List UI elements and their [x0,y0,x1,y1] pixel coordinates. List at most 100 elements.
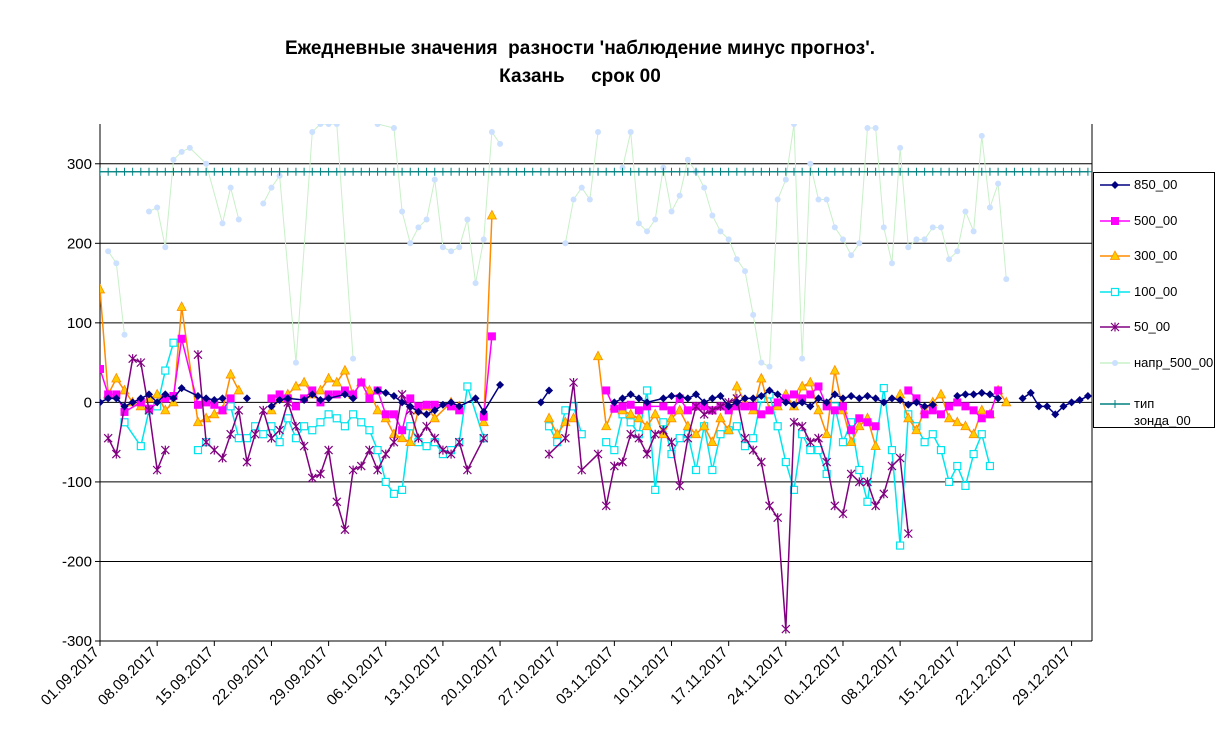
series-50-00-point [707,405,717,415]
series-50-00-point [895,453,905,463]
series--500-00-point [227,184,234,191]
series-50-00-point [903,529,913,539]
series-500-00-point [626,400,635,409]
series--500-00-point [464,216,471,223]
series-50-00-point [454,437,464,447]
series-100-00-point [626,418,635,427]
series-850-00-point [1067,398,1076,407]
legend-swatch [1100,250,1130,260]
series-850-00-point [349,394,358,403]
series-850-00-point [100,398,104,407]
y-tick-label: 100 [67,315,92,332]
x-tick-label: 03.11.2017 [553,644,617,708]
series-50-00-point [267,433,276,443]
series-100-00-point [291,434,301,443]
series--500-00-point [766,363,773,370]
series-850-00-point [120,402,129,411]
series-100-00-point [120,418,129,427]
legend-label: 850_00 [1134,177,1178,192]
series-100-00-point [242,434,252,443]
series-50-00-point [773,513,783,523]
series-850-00-point [692,390,701,399]
series-300-00-point [209,408,220,419]
series-50-00-point [479,433,489,443]
series-500-00-point [193,400,202,409]
series--500-00-point [954,248,961,255]
series--500-00-point [595,128,602,135]
series--500-00-point [799,355,806,362]
series--500-00-point [807,160,814,167]
series-500-00-point [945,402,954,411]
series-100-00-point [561,406,570,415]
legend-swatch-marker [1111,181,1119,189]
series-50-00-point [634,433,644,443]
series-50-00-point [887,461,897,471]
series-300-00-point [592,350,604,361]
series-100-00-point [879,383,888,393]
series--500-00-point [178,148,185,155]
y-tick-label: 200 [67,235,92,252]
series-100-00-point [749,434,758,443]
series-100-00-point [740,442,750,451]
series-850-00-point [920,402,929,411]
series-850-00-point [765,386,774,395]
series-850-00-point [969,390,978,399]
series-850-00-point [1083,392,1092,401]
series-500-00-point [487,332,496,341]
series-50-00-point [871,501,881,511]
series-100-00-point [349,410,358,419]
series-500-00-point [618,402,627,411]
series-850-00-point [806,402,815,411]
series--500-00-point [970,228,977,235]
series-500-00-point [406,394,415,403]
series--500-00-point [488,128,495,135]
series-300-00-point [674,404,685,415]
x-tick-label: 06.10.2017 [323,644,388,709]
series--500-00-point [823,196,830,203]
series-850-00-point [985,390,994,399]
series--500-00-point [856,240,863,247]
series-300-00-point [960,420,971,431]
series-100-00-point [357,418,366,427]
series-50-00-point [716,401,725,411]
series--500-00-point [864,124,871,131]
series-50-00-point [846,469,856,479]
series--500-00-point [725,236,732,243]
series-100-00-point [985,461,995,471]
series-850-00-point [430,406,439,415]
series--500-00-point [782,176,789,183]
series-300-00-point [715,412,726,423]
x-tick-label: 15.12.2017 [895,644,960,709]
legend-label: тип зонда_00 [1134,395,1191,428]
series-500-00-point [789,390,798,399]
series-50-00-point [838,509,848,519]
series--500-00-point [644,228,651,235]
series-500-00-point [634,406,643,415]
series--500-00-line [148,147,240,248]
series-100-00-point [773,422,782,431]
series-850-00-point [667,392,676,401]
series--500-00-point [774,196,781,203]
series--500-00-point [439,244,446,251]
legend-item: 300_00 [1094,246,1214,276]
legend-swatch [1100,399,1130,408]
series--500-00-point [260,200,267,207]
series-300-00-point [396,432,408,443]
x-tick-label: 08.12.2017 [838,644,903,709]
series-50-00-point [103,433,113,443]
series-850-00-point [838,394,847,403]
series-850-00-point [242,394,251,403]
series-850-00-point [994,394,1003,403]
series-300-00-point [192,416,204,427]
series-300-00-point [699,420,710,431]
series-100-00-point [659,418,668,427]
series-100-00-point [781,457,790,467]
series-100-00-point [838,438,848,447]
series--500-00-point [635,220,642,227]
series--500-00-line [622,124,1007,368]
series-50-00-point [822,457,832,467]
series-300-00-point [943,412,955,423]
series--500-00-point [186,144,193,151]
series-50-00-point [397,389,407,399]
series-850-00-point [781,398,790,407]
